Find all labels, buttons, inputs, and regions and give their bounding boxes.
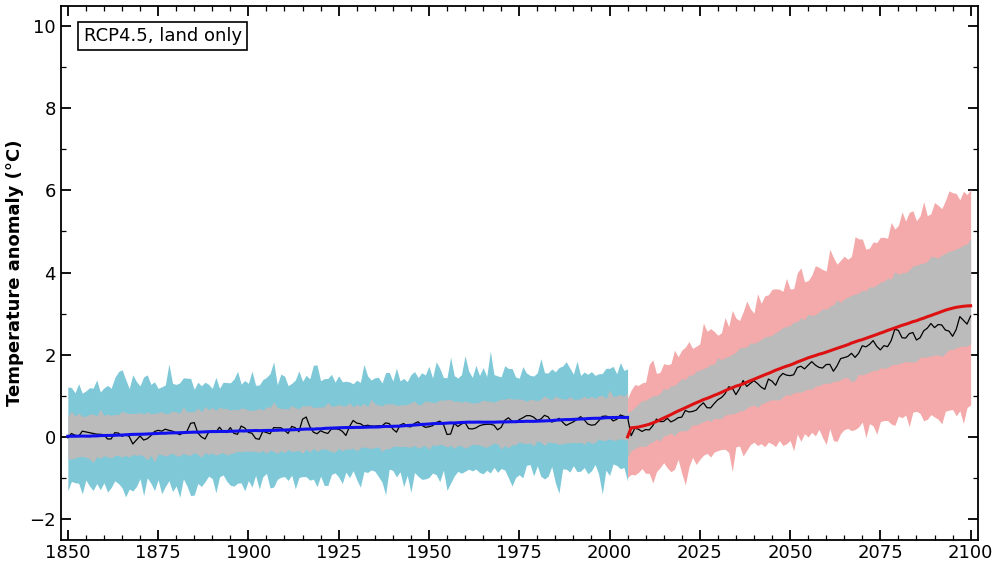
Y-axis label: Temperature anomaly (°C): Temperature anomaly (°C) <box>6 139 24 406</box>
Text: RCP4.5, land only: RCP4.5, land only <box>84 27 242 45</box>
